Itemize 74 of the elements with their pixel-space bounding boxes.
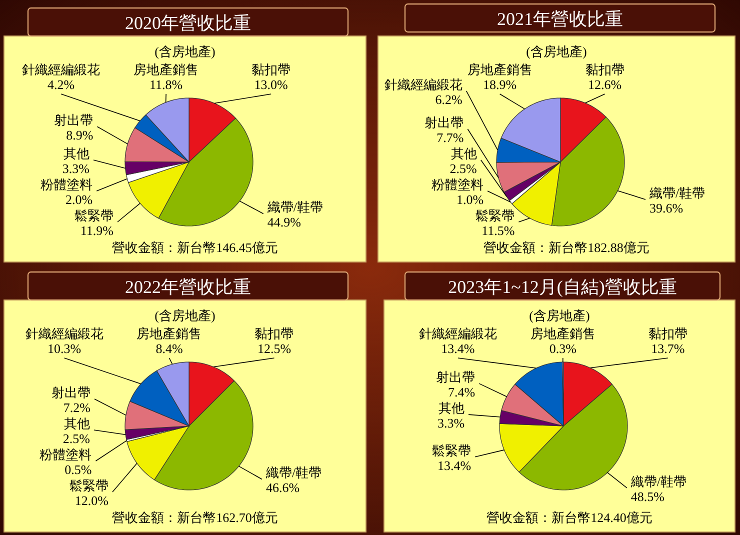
value: 7.7% — [436, 130, 464, 145]
label: 其他 — [64, 416, 90, 431]
label: 織帶/鞋帶 — [630, 474, 687, 489]
subtitle: (含房地產) — [529, 308, 590, 323]
value: 4.2% — [48, 77, 75, 92]
value: 13.4% — [441, 341, 475, 356]
value: 0.3% — [549, 341, 576, 356]
value: 44.9% — [267, 214, 301, 230]
label: 房地產銷售 — [530, 326, 596, 341]
label: 射出帶 — [424, 115, 464, 130]
value: 39.6% — [649, 200, 684, 216]
value: 3.3% — [62, 161, 90, 176]
value: 7.4% — [448, 384, 476, 400]
label: 房地產銷售 — [136, 326, 202, 341]
label: 粉體塗料 — [40, 177, 93, 192]
label: 黏扣帶 — [254, 326, 294, 341]
title: 2021年營收比重 — [497, 9, 623, 29]
label: 針織經編緞花 — [418, 326, 497, 341]
label: 其他 — [64, 146, 90, 161]
label: 織帶/鞋帶 — [267, 200, 323, 215]
label: 黏扣帶 — [585, 62, 624, 77]
value: 7.2% — [63, 400, 90, 415]
title: 2020年營收比重 — [125, 13, 251, 33]
value: 11.5% — [482, 223, 515, 238]
label: 織帶/鞋帶 — [266, 465, 322, 480]
label: 針織經編緞花 — [25, 326, 104, 341]
value: 13.4% — [437, 458, 472, 473]
subtitle: (含房地產) — [154, 308, 216, 323]
value: 3.3% — [437, 416, 465, 431]
label: 房地產銷售 — [134, 62, 199, 77]
label: 黏扣帶 — [252, 62, 291, 77]
label: 鬆緊帶 — [69, 478, 108, 493]
label: 鬆緊帶 — [74, 208, 114, 223]
value: 46.6% — [266, 480, 300, 496]
annotation: 營收金額：新台幣124.40億元 — [486, 510, 652, 525]
label: 房地產銷售 — [467, 62, 532, 77]
subtitle: (含房地產) — [154, 44, 216, 59]
label: 鬆緊帶 — [476, 208, 515, 223]
value: 2.0% — [66, 192, 93, 207]
title: 2022年營收比重 — [125, 277, 251, 297]
value: 12.5% — [257, 341, 292, 356]
value: 11.8% — [150, 77, 183, 92]
subtitle: (含房地產) — [526, 44, 587, 59]
value: 2.5% — [62, 431, 90, 446]
label: 射出帶 — [52, 385, 90, 400]
value: 8.9% — [66, 128, 94, 143]
label: 其他 — [438, 400, 465, 416]
value: 12.0% — [74, 493, 108, 508]
label: 針織經編緞花 — [384, 76, 462, 92]
annotation: 營收金額：新台幣146.45億元 — [112, 240, 278, 255]
value: 10.3% — [47, 341, 82, 356]
label: 其他 — [450, 146, 477, 161]
label: 射出帶 — [436, 370, 476, 385]
label: 針織經編緞花 — [22, 62, 100, 77]
label: 黏扣帶 — [648, 326, 688, 341]
value: 18.9% — [483, 77, 517, 92]
value: 48.5% — [630, 488, 665, 504]
label: 織帶/鞋帶 — [649, 185, 706, 200]
label: 粉體塗料 — [432, 177, 484, 192]
annotation: 營收金額：新台幣182.88億元 — [484, 240, 650, 255]
value: 8.4% — [156, 341, 183, 356]
value: 0.5% — [64, 462, 92, 477]
label: 射出帶 — [54, 112, 94, 128]
title: 2023年1~12月(自結)營收比重 — [448, 277, 677, 297]
value: 13.7% — [651, 341, 685, 356]
annotation: 營收金額：新台幣162.70億元 — [112, 510, 278, 525]
value: 11.9% — [80, 223, 114, 238]
value: 13.0% — [254, 77, 288, 92]
label: 鬆緊帶 — [432, 442, 472, 458]
value: 6.2% — [435, 92, 462, 107]
value: 1.0% — [456, 192, 484, 207]
value: 2.5% — [450, 161, 477, 176]
label: 粉體塗料 — [40, 447, 92, 462]
value: 12.6% — [588, 77, 622, 92]
